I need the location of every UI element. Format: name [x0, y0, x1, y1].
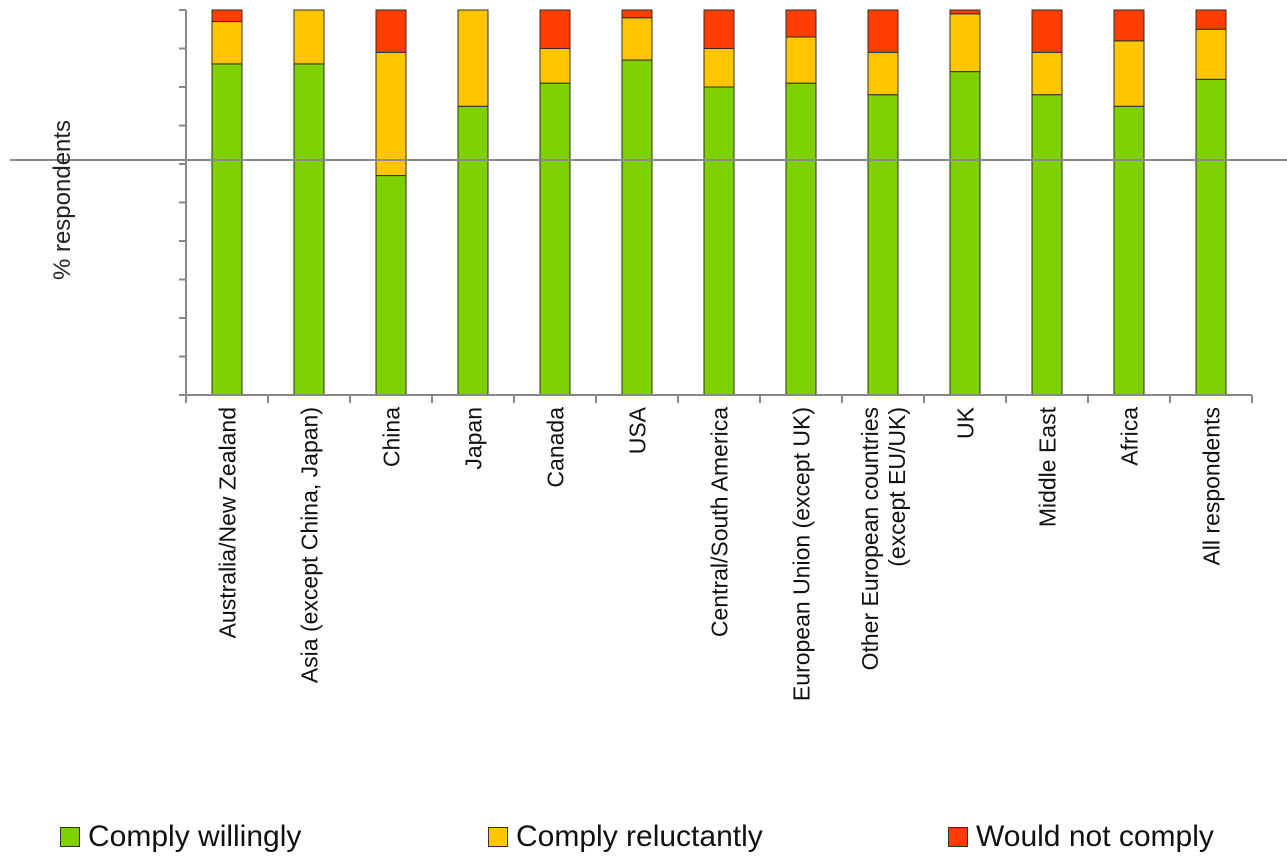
bar-segment-comply-reluctantly-11	[1113, 40, 1145, 107]
bar-segment-comply-willingly-5	[621, 59, 653, 396]
x-tick-label-china: China	[378, 407, 404, 467]
x-tick-label-other-european-countries-except-eu-uk: Other European countries(except EU/UK)	[857, 407, 910, 670]
legend-item-comply-reluctantly: Comply reluctantly	[488, 820, 763, 854]
bar-segment-would-not-comply-9	[949, 9, 981, 15]
bar-segment-comply-willingly-1	[293, 63, 325, 396]
x-tick-label-canada: Canada	[542, 407, 568, 488]
x-tick-label-middle-east: Middle East	[1034, 406, 1060, 527]
x-tick-label-asia-except-china-japan: Asia (except China, Japan)	[296, 407, 322, 683]
bar-segment-comply-reluctantly-9	[949, 13, 981, 73]
legend-swatch-comply-reluctantly	[488, 827, 508, 847]
bar-segment-comply-willingly-7	[785, 82, 817, 396]
legend-label-would-not-comply: Would not comply	[976, 820, 1214, 853]
bar-segment-comply-reluctantly-3	[457, 9, 489, 107]
bar-segment-comply-reluctantly-6	[703, 48, 735, 88]
bar-segment-would-not-comply-12	[1195, 9, 1227, 30]
bar-segment-would-not-comply-7	[785, 9, 817, 38]
legend-item-would-not-comply: Would not comply	[948, 820, 1214, 854]
y-ticks-group	[179, 9, 186, 396]
x-tick-label-africa: Africa	[1116, 407, 1142, 466]
legend-label-comply-reluctantly: Comply reluctantly	[516, 820, 763, 853]
x-tick-labels-group: Australia/New Zealand Asia (except China,…	[214, 406, 1224, 701]
bar-segment-comply-reluctantly-10	[1031, 51, 1063, 96]
bar-segment-would-not-comply-4	[539, 9, 571, 49]
bar-segment-comply-willingly-6	[703, 86, 735, 396]
bar-segment-comply-reluctantly-5	[621, 17, 653, 61]
legend-label-comply-willingly: Comply willingly	[88, 820, 302, 853]
bar-segment-comply-willingly-4	[539, 82, 571, 396]
bar-segment-comply-willingly-2	[375, 175, 407, 396]
x-ticks-group	[185, 395, 1253, 403]
bars-group	[211, 9, 1227, 396]
y-axis-label: % respondents	[49, 120, 76, 280]
x-tick-label-japan: Japan	[460, 407, 486, 470]
bar-segment-comply-reluctantly-12	[1195, 28, 1227, 80]
bar-segment-comply-reluctantly-4	[539, 48, 571, 84]
bar-segment-comply-willingly-9	[949, 71, 981, 396]
bar-segment-comply-willingly-0	[211, 63, 243, 396]
bar-segment-would-not-comply-6	[703, 9, 735, 49]
legend-swatch-comply-willingly	[60, 827, 80, 847]
bar-segment-would-not-comply-0	[211, 9, 243, 23]
bar-segment-would-not-comply-11	[1113, 9, 1145, 42]
bar-segment-comply-reluctantly-1	[293, 9, 325, 65]
bar-segment-would-not-comply-8	[867, 9, 899, 53]
x-tick-label-uk: UK	[952, 406, 978, 439]
bar-segment-comply-willingly-11	[1113, 105, 1145, 396]
x-tick-label-all-respondents: All respondents	[1198, 407, 1224, 566]
x-tick-label-usa: USA	[624, 406, 650, 454]
x-tick-label-central-south-america: Central/South America	[706, 407, 732, 637]
bar-segment-comply-reluctantly-8	[867, 51, 899, 96]
bar-segment-comply-willingly-8	[867, 94, 899, 396]
legend-swatch-would-not-comply	[948, 827, 968, 847]
bar-segment-comply-reluctantly-2	[375, 51, 407, 177]
bar-segment-comply-reluctantly-0	[211, 21, 243, 65]
bar-segment-comply-willingly-3	[457, 105, 489, 396]
x-tick-label-australia-new-zealand: Australia/New Zealand	[214, 407, 240, 638]
bar-segment-comply-willingly-10	[1031, 94, 1063, 396]
bar-segment-comply-willingly-12	[1195, 78, 1227, 396]
legend-item-comply-willingly: Comply willingly	[60, 820, 301, 854]
bar-segment-would-not-comply-10	[1031, 9, 1063, 53]
bar-segment-would-not-comply-5	[621, 9, 653, 19]
x-tick-label-european-union-except-uk: European Union (except UK)	[788, 407, 814, 701]
bar-segment-comply-reluctantly-7	[785, 36, 817, 84]
bar-segment-would-not-comply-2	[375, 9, 407, 53]
